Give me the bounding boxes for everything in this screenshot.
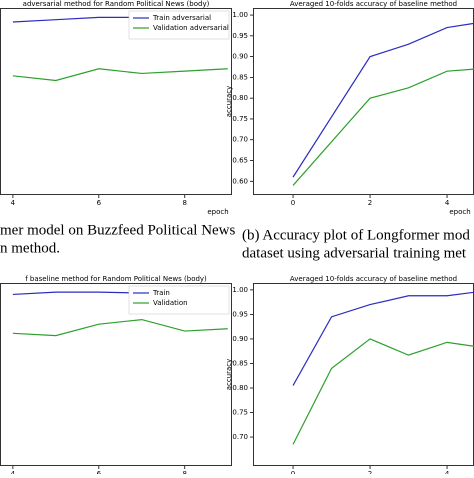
x-tick-label: 4 xyxy=(11,470,16,474)
series-line xyxy=(292,291,474,386)
y-axis-label: accuracy xyxy=(225,86,233,118)
legend: Train adversarial Validation adversarial xyxy=(128,10,230,40)
plot-frame xyxy=(0,283,232,466)
legend-label: Validation adversarial xyxy=(153,24,229,32)
x-axis-label: epoch xyxy=(207,208,228,216)
lines xyxy=(292,291,474,445)
y-tick-label: 0.90 xyxy=(232,53,248,61)
x-tick-label: 2 xyxy=(368,199,372,207)
y-tick-label: 0.70 xyxy=(232,136,248,144)
chart: adversarial method for Random Political … xyxy=(0,0,232,216)
x-tick-label: 4 xyxy=(11,199,16,207)
x-axis-label: epoch xyxy=(449,208,470,216)
y-tick-label: 1.00 xyxy=(232,11,248,19)
y-tick-label: 0.95 xyxy=(232,32,248,40)
y-tick-label: 0.85 xyxy=(232,73,248,81)
legend-label: Validation xyxy=(153,299,188,307)
x-tick-label: 0 xyxy=(291,470,295,474)
lines xyxy=(292,22,474,186)
x-tick-label: 2 xyxy=(368,470,372,474)
series-line xyxy=(12,318,228,337)
x-tick-label: 0 xyxy=(291,199,295,207)
series-line xyxy=(292,68,474,186)
caption: dataset using adversarial training met xyxy=(242,245,467,261)
chart: f baseline method for Random Political N… xyxy=(0,275,232,478)
series-line xyxy=(12,68,228,82)
legend-box xyxy=(128,285,230,315)
y-tick-label: 0.80 xyxy=(232,94,248,102)
y-tick-label: 0.80 xyxy=(232,384,248,392)
legend-label: Train adversarial xyxy=(152,14,211,22)
x-tick-label: 8 xyxy=(183,470,187,474)
x-tick-label: 4 xyxy=(445,470,450,474)
y-tick-label: 0.70 xyxy=(232,433,248,441)
chart-title: Averaged 10-folds accuracy of baseline m… xyxy=(290,275,457,283)
legend: Train Validation xyxy=(128,285,230,315)
y-tick-label: 0.60 xyxy=(232,177,248,185)
y-tick-label: 0.65 xyxy=(232,157,248,165)
chart: Averaged 10-folds accuracy of baseline m… xyxy=(225,275,474,478)
y-axis-label: accuracy xyxy=(225,359,233,391)
chart: Averaged 10-folds accuracy of baseline m… xyxy=(225,0,474,216)
plot-frame xyxy=(253,8,474,195)
x-tick-label: 4 xyxy=(445,199,450,207)
caption: n method. xyxy=(0,240,60,256)
series-line xyxy=(292,22,474,178)
y-tick-label: 0.95 xyxy=(232,310,248,318)
chart-title: adversarial method for Random Political … xyxy=(23,0,210,8)
caption: mer model on Buzzfeed Political News xyxy=(0,222,236,238)
x-tick-label: 6 xyxy=(97,470,102,474)
chart-title: Averaged 10-folds accuracy of baseline m… xyxy=(290,0,457,8)
y-tick-label: 0.75 xyxy=(232,409,248,417)
x-tick-label: 6 xyxy=(97,199,102,207)
y-tick-label: 0.90 xyxy=(232,335,248,343)
y-tick-label: 0.85 xyxy=(232,359,248,367)
y-tick-label: 0.75 xyxy=(232,115,248,123)
series-line xyxy=(292,338,474,445)
caption: (b) Accuracy plot of Longformer mod xyxy=(242,227,470,243)
x-tick-label: 8 xyxy=(183,199,187,207)
chart-title: f baseline method for Random Political N… xyxy=(25,275,207,283)
legend-box xyxy=(128,10,230,40)
plot-frame xyxy=(253,283,474,466)
plot-frame xyxy=(0,8,232,195)
legend-label: Train xyxy=(152,289,170,297)
y-tick-label: 1.00 xyxy=(232,286,248,294)
